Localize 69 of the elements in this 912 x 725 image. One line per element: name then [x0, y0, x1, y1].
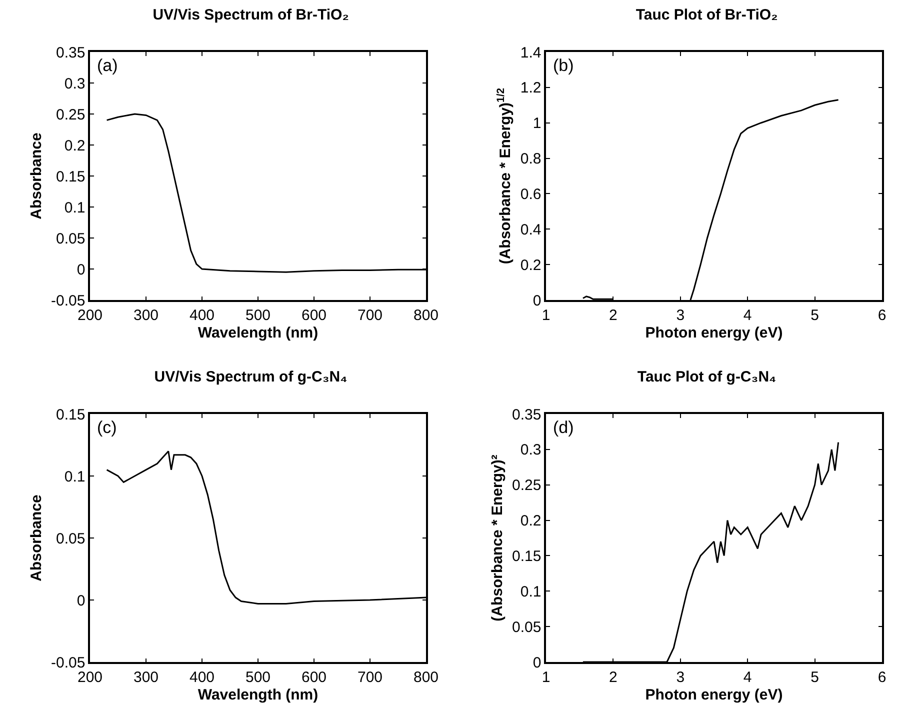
chart-title: UV/Vis Spectrum of g-C₃N₄ [154, 368, 348, 386]
chart-title: Tauc Plot of g-C₃N₄ [637, 368, 776, 386]
x-tick-label: 4 [743, 668, 752, 686]
x-tick-label: 800 [413, 306, 439, 324]
x-tick-label: 600 [301, 306, 327, 324]
annotation: (c) [97, 418, 117, 437]
x-tick-label: 300 [133, 306, 159, 324]
y-tick-label: 0.05 [56, 530, 86, 548]
y-tick-label: 0.25 [56, 106, 86, 124]
x-tick-label: 400 [189, 668, 215, 686]
y-tick-label: 0 [532, 654, 542, 672]
x-tick-label: 2 [609, 306, 618, 324]
annotation: (b) [553, 56, 574, 75]
y-tick-label: 1.2 [520, 80, 542, 97]
y-tick-label: 0.15 [512, 548, 542, 565]
x-tick-label: 500 [245, 306, 271, 324]
x-axis-title: Wavelength (nm) [198, 324, 318, 342]
y-tick-label: 0.3 [64, 75, 86, 92]
x-tick-label: 800 [413, 668, 439, 686]
y-tick-label: 0.25 [512, 477, 542, 494]
x-tick-label: 5 [810, 668, 819, 686]
y-tick-label: 0 [532, 292, 542, 310]
x-tick-label: 4 [743, 306, 752, 324]
y-tick-label: 0.35 [56, 44, 86, 62]
x-axis-title: Photon energy (eV) [645, 324, 783, 342]
y-tick-label: 0.8 [520, 150, 542, 168]
annotation: (d) [553, 418, 574, 437]
chart-title: UV/Vis Spectrum of Br-TiO₂ [152, 6, 349, 24]
x-tick-label: 6 [878, 668, 886, 686]
y-tick-label: 0 [76, 592, 86, 610]
x-tick-label: 300 [133, 668, 159, 686]
y-tick-label: 1.4 [520, 44, 542, 62]
x-tick-label: 200 [77, 306, 103, 324]
y-axis-title: (Absorbance * Energy)² [488, 454, 506, 622]
y-tick-label: 0.1 [520, 583, 542, 600]
x-tick-label: 500 [245, 668, 271, 686]
y-tick-label: 0.2 [520, 512, 542, 530]
y-tick-label: 0.4 [520, 221, 542, 238]
y-tick-label: 1 [532, 115, 542, 132]
x-tick-label: 400 [189, 306, 215, 324]
x-tick-label: 600 [301, 668, 327, 686]
x-tick-label: 3 [676, 306, 685, 324]
x-tick-label: 3 [676, 668, 685, 686]
chart-title: Tauc Plot of Br-TiO₂ [636, 6, 778, 24]
y-tick-label: 0.6 [520, 186, 542, 203]
y-tick-label: 0.05 [56, 230, 86, 248]
y-tick-label: 0.1 [64, 468, 86, 486]
y-tick-label: 0.2 [64, 137, 86, 154]
y-axis-title: Absorbance [28, 132, 45, 220]
y-tick-label: 0.15 [56, 406, 86, 424]
y-tick-label: 0.2 [520, 256, 542, 274]
x-tick-label: 700 [357, 306, 383, 324]
x-tick-label: 2 [609, 668, 618, 686]
y-axis-title: Absorbance [28, 494, 45, 582]
x-axis-title: Photon energy (eV) [645, 686, 783, 704]
y-tick-label: 0.1 [64, 199, 86, 216]
y-tick-label: 0.3 [520, 442, 542, 459]
y-tick-label: 0.05 [512, 618, 542, 636]
y-tick-label: -0.05 [51, 654, 86, 672]
x-tick-label: 5 [810, 306, 819, 324]
y-tick-label: -0.05 [51, 292, 86, 310]
y-tick-label: 0.15 [56, 168, 86, 186]
y-tick-label: 0.35 [512, 406, 542, 424]
annotation: (a) [97, 56, 118, 75]
y-tick-label: 0 [76, 261, 86, 278]
x-tick-label: 700 [357, 668, 383, 686]
x-tick-label: 200 [77, 668, 103, 686]
x-tick-label: 6 [878, 306, 886, 324]
x-axis-title: Wavelength (nm) [198, 686, 318, 704]
